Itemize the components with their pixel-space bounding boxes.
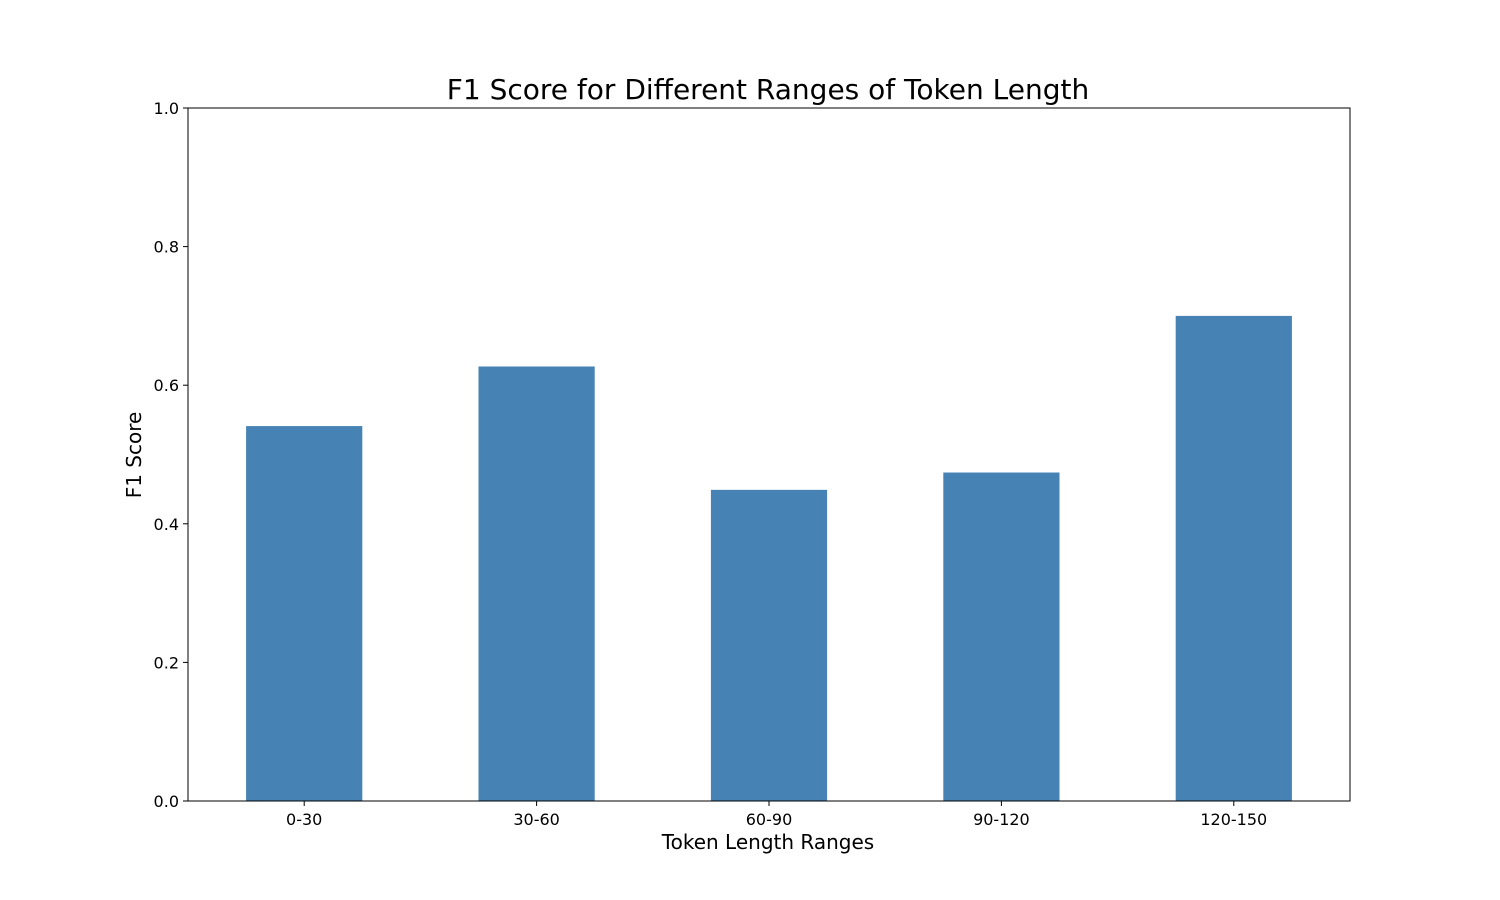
x-tick-label: 30-60 bbox=[513, 810, 560, 829]
bar-30-60 bbox=[478, 366, 595, 801]
plot-frame bbox=[187, 107, 1351, 802]
y-tick-label: 0.2 bbox=[154, 653, 179, 672]
x-tick-label: 60-90 bbox=[746, 810, 793, 829]
y-axis-title: F1 Score bbox=[122, 412, 146, 499]
bar-90-120 bbox=[943, 472, 1060, 801]
y-tick-label: 1.0 bbox=[154, 99, 179, 118]
x-axis-title: Token Length Ranges bbox=[661, 830, 874, 854]
bars-layer bbox=[246, 315, 1292, 801]
chart-title: F1 Score for Different Ranges of Token L… bbox=[447, 73, 1089, 106]
bar-120-150 bbox=[1175, 315, 1292, 801]
y-tick-label: 0.6 bbox=[154, 376, 179, 395]
y-axis: 0.0 0.2 0.4 0.6 0.8 1.0 bbox=[154, 99, 188, 811]
x-tick-label: 90-120 bbox=[973, 810, 1030, 829]
x-axis: 0-30 30-60 60-90 90-120 120-150 bbox=[286, 801, 1267, 829]
y-tick-label: 0.0 bbox=[154, 792, 179, 811]
x-tick-label: 120-150 bbox=[1200, 810, 1267, 829]
y-tick-label: 0.8 bbox=[154, 238, 179, 257]
y-tick-label: 0.4 bbox=[154, 515, 179, 534]
x-tick-label: 0-30 bbox=[286, 810, 322, 829]
bar-60-90 bbox=[710, 489, 828, 801]
bar-0-30 bbox=[246, 426, 363, 801]
